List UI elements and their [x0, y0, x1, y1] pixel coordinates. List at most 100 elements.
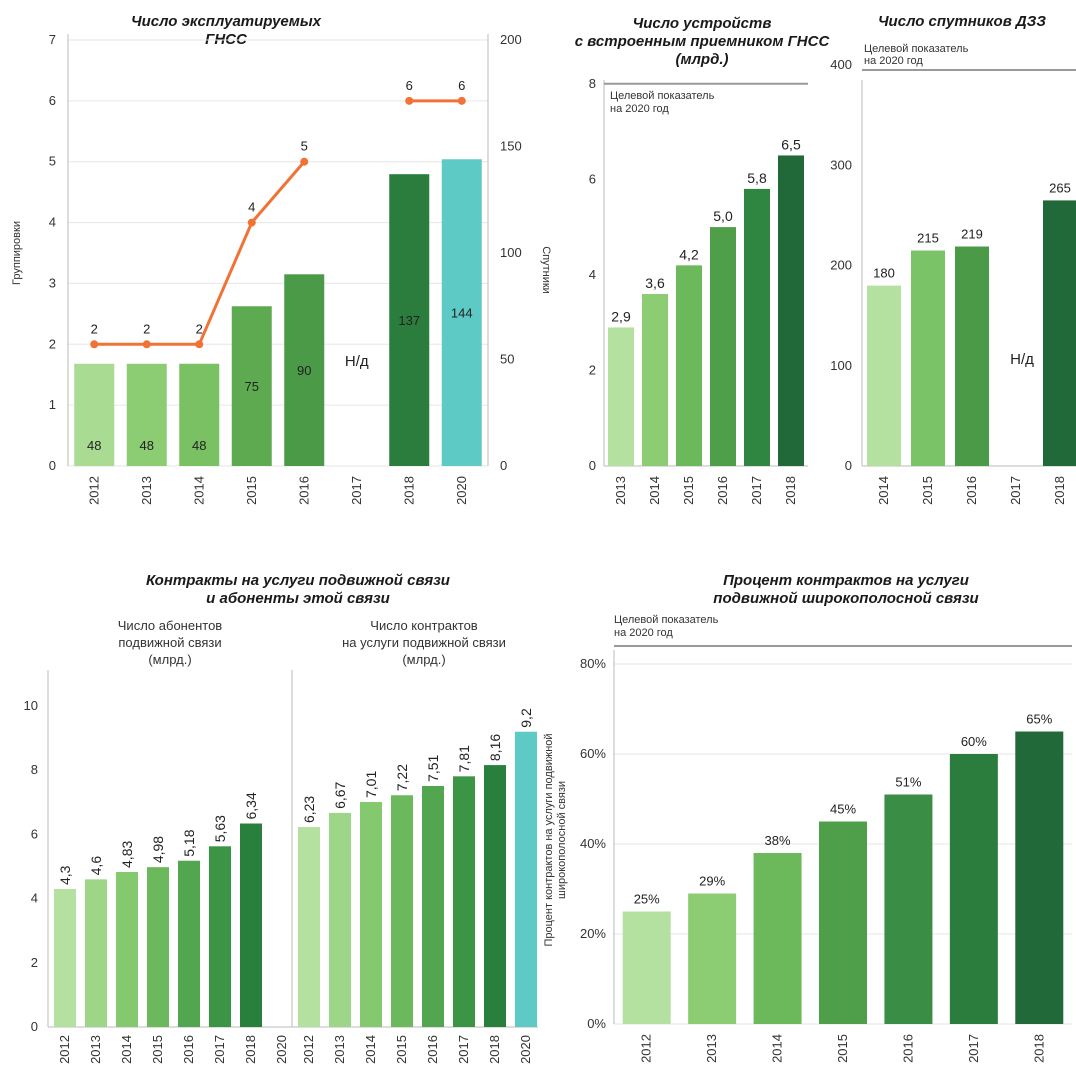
y-tick: 8: [589, 76, 596, 91]
panel-subtitle-2: (млрд.): [402, 652, 445, 667]
x-tick-label: 2012: [57, 1035, 72, 1064]
y-tick: 400: [830, 57, 852, 72]
x-tick-label: 2017: [456, 1035, 471, 1064]
bar: [753, 853, 802, 1024]
y-left-tick: 4: [49, 215, 56, 230]
bar: [360, 802, 382, 1027]
chart-title-2: (млрд.): [675, 51, 728, 68]
target-note-0: Целевой показатель: [864, 43, 969, 55]
bar: [1043, 200, 1076, 467]
bar-value-label: 180: [873, 266, 895, 281]
panel-subtitle-2: (млрд.): [148, 652, 191, 667]
y-right-tick: 200: [500, 32, 522, 47]
bar-value-label: 90: [297, 363, 311, 378]
bar-value-label: 65%: [1026, 712, 1052, 727]
x-tick-label: 2017: [349, 476, 364, 505]
y-tick: 4: [31, 891, 38, 906]
bar-value-label: 48: [140, 438, 154, 453]
x-tick-label: 2014: [770, 1034, 785, 1063]
line-point-label: 2: [196, 321, 203, 336]
y-tick: 6: [31, 826, 38, 841]
y-tick: 200: [830, 258, 852, 273]
line-point: [405, 96, 414, 105]
y-label-1: широкополосной связи: [556, 781, 568, 899]
y-left-tick: 6: [49, 93, 56, 108]
bar-value-label: 38%: [765, 833, 791, 848]
y-left-tick: 2: [49, 336, 56, 351]
na-label: Н/д: [1010, 351, 1034, 368]
bar: [453, 776, 475, 1027]
panel-subtitle-1: подвижной связи: [118, 635, 221, 650]
bar-value-label: 7,22: [394, 764, 410, 791]
bar: [744, 188, 770, 466]
bar-value-label: 4,3: [57, 865, 73, 885]
bar: [778, 155, 804, 466]
bar-value-label: 215: [917, 231, 939, 246]
bar: [441, 159, 482, 466]
y-tick: 0: [31, 1019, 38, 1034]
bar-value-label: 7,81: [456, 745, 472, 772]
y-tick: 0%: [587, 1016, 606, 1031]
x-tick-label: 2014: [191, 476, 206, 505]
y-tick: 10: [24, 698, 38, 713]
bar: [179, 363, 220, 466]
line-point: [247, 218, 256, 227]
bar: [298, 827, 320, 1027]
bar-value-label: 144: [451, 306, 473, 321]
bar-value-label: 75: [245, 379, 259, 394]
bar-value-label: 4,2: [679, 246, 699, 262]
bar: [1015, 731, 1064, 1024]
bar: [209, 846, 231, 1027]
x-tick-label: 2014: [119, 1035, 134, 1064]
bar-value-label: 137: [398, 313, 420, 328]
bar: [484, 765, 506, 1027]
bar-value-label: 265: [1049, 180, 1071, 195]
bar: [949, 754, 998, 1024]
line-point-label: 2: [91, 321, 98, 336]
bar-value-label: 2,9: [611, 308, 631, 324]
target-note-1: на 2020 год: [610, 103, 669, 115]
line-series: [94, 160, 306, 346]
na-label: Н/д: [345, 353, 369, 370]
bar-value-label: 29%: [699, 874, 725, 889]
x-tick-label: 2013: [332, 1035, 347, 1064]
x-tick-label: 2020: [518, 1035, 533, 1064]
bar-value-label: 48: [192, 438, 206, 453]
bar-value-label: 4,98: [150, 836, 166, 863]
bar-value-label: 7,51: [425, 755, 441, 782]
bar-value-label: 5,0: [713, 208, 733, 224]
x-tick-label: 2020: [274, 1035, 289, 1064]
bar: [642, 294, 668, 466]
bar: [515, 731, 537, 1027]
target-note-0: Целевой показатель: [610, 90, 715, 102]
x-tick-label: 2017: [966, 1034, 981, 1063]
bar: [389, 174, 430, 466]
bar: [710, 227, 736, 466]
x-tick-label: 2013: [704, 1034, 719, 1063]
y-tick: 6: [589, 171, 596, 186]
y-label-0: Процент контрактов на услуги подвижной: [543, 733, 555, 946]
bar: [240, 823, 262, 1027]
y-tick: 300: [830, 157, 852, 172]
bar-value-label: 7,01: [363, 771, 379, 798]
chart-title-0: Число спутников ДЗЗ: [878, 13, 1046, 30]
x-tick-label: 2020: [454, 476, 469, 505]
bar-value-label: 9,2: [518, 708, 534, 728]
bar-value-label: 51%: [895, 775, 921, 790]
x-tick-label: 2013: [613, 476, 628, 505]
x-tick-label: 2016: [296, 476, 311, 505]
x-tick-label: 2017: [749, 476, 764, 505]
x-tick-label: 2013: [88, 1035, 103, 1064]
line-point-label: 5: [301, 139, 308, 154]
line-point: [90, 340, 99, 349]
x-tick-label: 2013: [139, 476, 154, 505]
line-point-label: 4: [248, 200, 255, 215]
bar: [688, 893, 737, 1024]
y-tick: 40%: [580, 836, 606, 851]
chart-title-0: Процент контрактов на услуги: [723, 572, 969, 589]
x-tick-label: 2014: [363, 1035, 378, 1064]
chart-title-0: Число устройств: [633, 15, 772, 32]
bar-value-label: 45%: [830, 802, 856, 817]
y-tick: 60%: [580, 746, 606, 761]
